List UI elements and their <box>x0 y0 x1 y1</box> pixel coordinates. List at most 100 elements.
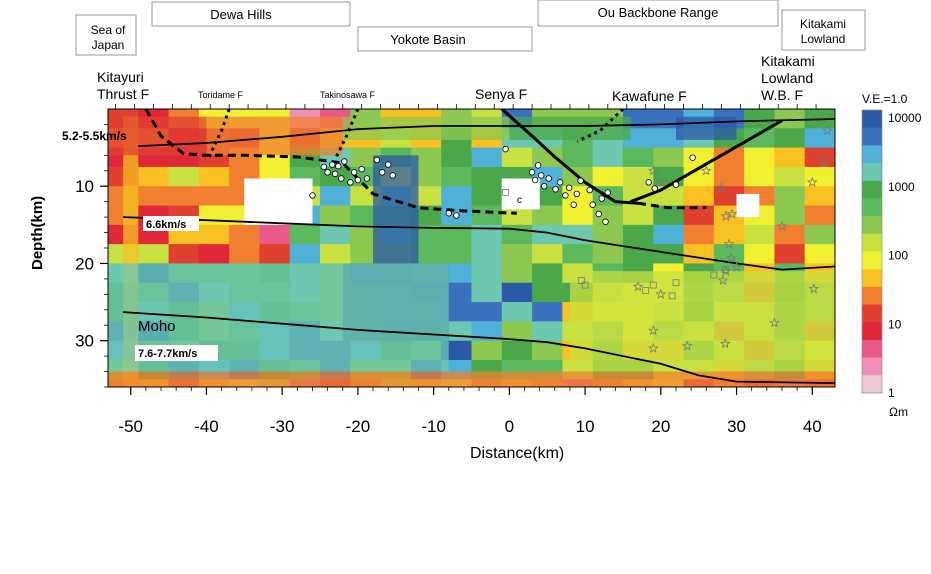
heatmap-cell <box>471 147 503 168</box>
heatmap-cell <box>653 205 685 226</box>
colorbar-tick-label: 1000 <box>888 180 915 194</box>
fault-label-kitakami-line1: Kitakami <box>761 53 815 69</box>
heatmap-cell <box>471 263 503 284</box>
earthquake-star <box>720 265 732 276</box>
earthquake-star <box>731 261 742 272</box>
earthquake-circle <box>595 210 602 218</box>
earthquake-square <box>672 279 680 287</box>
heatmap-cell <box>168 186 200 207</box>
earthquake-circle <box>358 166 365 173</box>
heatmap-cell <box>744 147 775 168</box>
x-tick-label: -40 <box>194 417 219 436</box>
model-block <box>108 116 207 156</box>
earthquake-star <box>647 324 659 336</box>
heatmap-cell <box>622 147 654 168</box>
heatmap-cell <box>653 147 685 168</box>
region-dewa-hills: Dewa Hills <box>210 7 272 22</box>
model-block <box>108 371 835 387</box>
low-resistivity-patch <box>501 178 540 210</box>
region-kitakami-lowland-line2: Lowland <box>801 32 846 46</box>
earthquake-circle <box>577 177 584 185</box>
earthquake-circle <box>689 154 696 161</box>
heatmap-cell <box>713 244 745 264</box>
heatmap-cell <box>441 186 472 207</box>
heatmap-cell <box>562 205 594 226</box>
earthquake-square <box>577 277 585 284</box>
velocity-interface <box>123 311 835 384</box>
fault-label-kawafune: Kawafune F <box>612 88 687 104</box>
x-tick-label: 40 <box>803 417 822 436</box>
earthquake-circle <box>309 192 316 199</box>
fault-label-kitayuri-line1: Kitayuri <box>97 69 144 85</box>
heatmap-cell <box>198 224 230 245</box>
annotation-c: c <box>517 195 522 206</box>
heatmap-cell <box>410 147 442 168</box>
heatmap-cell <box>804 128 835 149</box>
colorbar-swatch <box>862 110 882 129</box>
earthquake-star <box>720 210 732 221</box>
colorbar-swatch <box>862 322 882 341</box>
heatmap-cell <box>562 244 594 264</box>
earthquake-circle <box>363 175 371 182</box>
heatmap-cell <box>138 166 170 187</box>
vertical-exaggeration-label: V.E.=1.0 <box>862 92 908 106</box>
heatmap-cell <box>713 166 745 187</box>
x-axis: -50 -40 -30 -20 -10 0 10 20 30 40 <box>118 387 822 436</box>
earthquake-circle <box>598 195 605 202</box>
heatmap-cell <box>198 166 230 187</box>
layer-label-box-upper-mantle <box>135 345 218 361</box>
fault-label-takinosawa: Takinosawa F <box>320 90 376 100</box>
fault-trace <box>629 119 783 204</box>
heatmap-cell <box>592 244 624 264</box>
heatmap-cell <box>441 224 472 245</box>
heatmap-cell <box>774 244 806 264</box>
x-tick-label: 20 <box>651 417 670 436</box>
heatmap-cell <box>501 340 533 361</box>
x-tick-label: 30 <box>727 417 746 436</box>
earthquake-circle <box>534 162 542 169</box>
colorbar-swatch <box>862 163 882 182</box>
heatmap-cell <box>198 186 230 207</box>
structure-overlays <box>123 109 835 384</box>
earthquake-star <box>806 176 818 187</box>
heatmap-cell <box>532 244 563 264</box>
heatmap-cell <box>532 340 563 361</box>
earthquake-star <box>655 176 667 187</box>
velocity-interface <box>138 118 835 147</box>
earthquake-star <box>725 252 737 263</box>
heatmap-cell <box>744 166 775 187</box>
model-block <box>675 116 737 140</box>
x-axis-label: Distance(km) <box>470 445 564 462</box>
layer-label-upper-mantle: 7.6-7.7km/s <box>138 348 197 360</box>
fault-label-senya: Senya F <box>475 86 527 102</box>
y-tick-label: 10 <box>75 177 94 196</box>
earthquake-circle <box>552 186 559 193</box>
resistivity-heatmap <box>108 109 835 387</box>
earthquake-circle <box>586 186 593 194</box>
heatmap-cell <box>471 224 503 245</box>
heatmap-cell <box>713 147 745 168</box>
earthquake-circle <box>602 218 609 225</box>
earthquake-circle <box>328 161 336 168</box>
heatmap-cell <box>683 205 715 226</box>
earthquake-star <box>716 182 727 193</box>
heatmap-cell <box>410 166 442 187</box>
heatmap-cell <box>804 166 835 187</box>
fault-label-kitakami-line2: Lowland <box>761 70 813 86</box>
heatmap-cell <box>532 263 563 284</box>
colorbar-tick-label: 100 <box>888 249 908 263</box>
fault-trace <box>637 201 707 210</box>
heatmap-cell <box>774 205 806 226</box>
heatmap-cell <box>774 109 806 129</box>
earthquake-star <box>717 274 729 286</box>
heatmap-cell <box>320 224 351 245</box>
heatmap-cell <box>501 302 533 322</box>
heatmap-cell <box>774 147 806 168</box>
heatmap-cell <box>471 321 503 342</box>
region-sea-of-japan-line1: Sea of <box>91 23 126 37</box>
earthquake-star <box>726 208 738 219</box>
heatmap-cell <box>501 244 533 264</box>
earthquake-square <box>502 188 509 196</box>
fault-label-toridame: Toridame F <box>198 90 244 100</box>
region-yokote-basin: Yokote Basin <box>390 32 465 47</box>
